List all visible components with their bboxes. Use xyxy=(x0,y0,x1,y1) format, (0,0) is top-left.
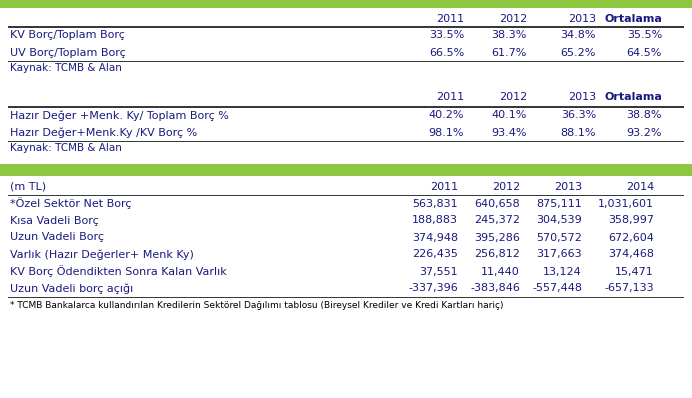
Text: 34.8%: 34.8% xyxy=(561,31,596,41)
Text: 1,031,601: 1,031,601 xyxy=(598,199,654,209)
Text: 2011: 2011 xyxy=(430,181,458,191)
Text: 38.3%: 38.3% xyxy=(491,31,527,41)
Text: 672,604: 672,604 xyxy=(608,232,654,242)
Text: 66.5%: 66.5% xyxy=(429,47,464,57)
Text: * TCMB Bankalarca kullandırılan Kredilerin Sektörel Dağılımı tablosu (Bireysel K: * TCMB Bankalarca kullandırılan Krediler… xyxy=(10,300,504,310)
Text: 317,663: 317,663 xyxy=(536,250,582,259)
Text: *Özel Sektör Net Borç: *Özel Sektör Net Borç xyxy=(10,197,131,209)
Text: 2014: 2014 xyxy=(626,181,654,191)
Text: 226,435: 226,435 xyxy=(412,250,458,259)
Text: 98.1%: 98.1% xyxy=(428,127,464,137)
Text: 65.2%: 65.2% xyxy=(561,47,596,57)
Text: 640,658: 640,658 xyxy=(474,199,520,209)
Text: KV Borç/Toplam Borç: KV Borç/Toplam Borç xyxy=(10,31,125,41)
Text: Hazır Değer +Menk. Ky/ Toplam Borç %: Hazır Değer +Menk. Ky/ Toplam Borç % xyxy=(10,110,229,121)
Text: 37,551: 37,551 xyxy=(419,267,458,277)
Text: 245,372: 245,372 xyxy=(474,215,520,226)
Text: 61.7%: 61.7% xyxy=(491,47,527,57)
Text: 64.5%: 64.5% xyxy=(627,47,662,57)
Text: 395,286: 395,286 xyxy=(474,232,520,242)
Text: 563,831: 563,831 xyxy=(412,199,458,209)
Text: 88.1%: 88.1% xyxy=(561,127,596,137)
Text: Kısa Vadeli Borç: Kısa Vadeli Borç xyxy=(10,215,99,226)
Text: -657,133: -657,133 xyxy=(604,283,654,293)
Text: 374,468: 374,468 xyxy=(608,250,654,259)
Text: 2013: 2013 xyxy=(568,14,596,25)
Text: 36.3%: 36.3% xyxy=(561,111,596,121)
Text: 40.2%: 40.2% xyxy=(428,111,464,121)
Text: 13,124: 13,124 xyxy=(543,267,582,277)
Text: 2012: 2012 xyxy=(492,181,520,191)
Text: 2013: 2013 xyxy=(568,92,596,103)
Text: 33.5%: 33.5% xyxy=(429,31,464,41)
Text: 11,440: 11,440 xyxy=(481,267,520,277)
Text: Kaynak: TCMB & Alan: Kaynak: TCMB & Alan xyxy=(10,63,122,73)
Text: 40.1%: 40.1% xyxy=(491,111,527,121)
Text: 570,572: 570,572 xyxy=(536,232,582,242)
Text: -383,846: -383,846 xyxy=(470,283,520,293)
Text: -557,448: -557,448 xyxy=(532,283,582,293)
Text: (m TL): (m TL) xyxy=(10,181,46,191)
Text: 2011: 2011 xyxy=(436,92,464,103)
Text: 2013: 2013 xyxy=(554,181,582,191)
Text: 374,948: 374,948 xyxy=(412,232,458,242)
Text: -337,396: -337,396 xyxy=(408,283,458,293)
Text: 256,812: 256,812 xyxy=(474,250,520,259)
Text: 35.5%: 35.5% xyxy=(627,31,662,41)
Text: 15,471: 15,471 xyxy=(615,267,654,277)
Text: KV Borç Ödendikten Sonra Kalan Varlık: KV Borç Ödendikten Sonra Kalan Varlık xyxy=(10,265,227,277)
Text: Hazır Değer+Menk.Ky /KV Borç %: Hazır Değer+Menk.Ky /KV Borç % xyxy=(10,127,197,138)
Text: Varlık (Hazır Değerler+ Menk Ky): Varlık (Hazır Değerler+ Menk Ky) xyxy=(10,249,194,260)
Bar xyxy=(0,164,692,176)
Text: Uzun Vadeli borç açığı: Uzun Vadeli borç açığı xyxy=(10,283,134,294)
Text: Ortalama: Ortalama xyxy=(604,14,662,25)
Text: Ortalama: Ortalama xyxy=(604,92,662,103)
Text: UV Borç/Toplam Borç: UV Borç/Toplam Borç xyxy=(10,47,126,57)
Text: 875,111: 875,111 xyxy=(536,199,582,209)
Bar xyxy=(0,0,692,8)
Text: 2012: 2012 xyxy=(499,14,527,25)
Text: 93.2%: 93.2% xyxy=(626,127,662,137)
Text: Kaynak: TCMB & Alan: Kaynak: TCMB & Alan xyxy=(10,143,122,153)
Text: 188,883: 188,883 xyxy=(412,215,458,226)
Text: 304,539: 304,539 xyxy=(536,215,582,226)
Text: 2012: 2012 xyxy=(499,92,527,103)
Text: 93.4%: 93.4% xyxy=(491,127,527,137)
Text: 2011: 2011 xyxy=(436,14,464,25)
Text: 38.8%: 38.8% xyxy=(626,111,662,121)
Text: Uzun Vadeli Borç: Uzun Vadeli Borç xyxy=(10,232,104,242)
Text: 358,997: 358,997 xyxy=(608,215,654,226)
